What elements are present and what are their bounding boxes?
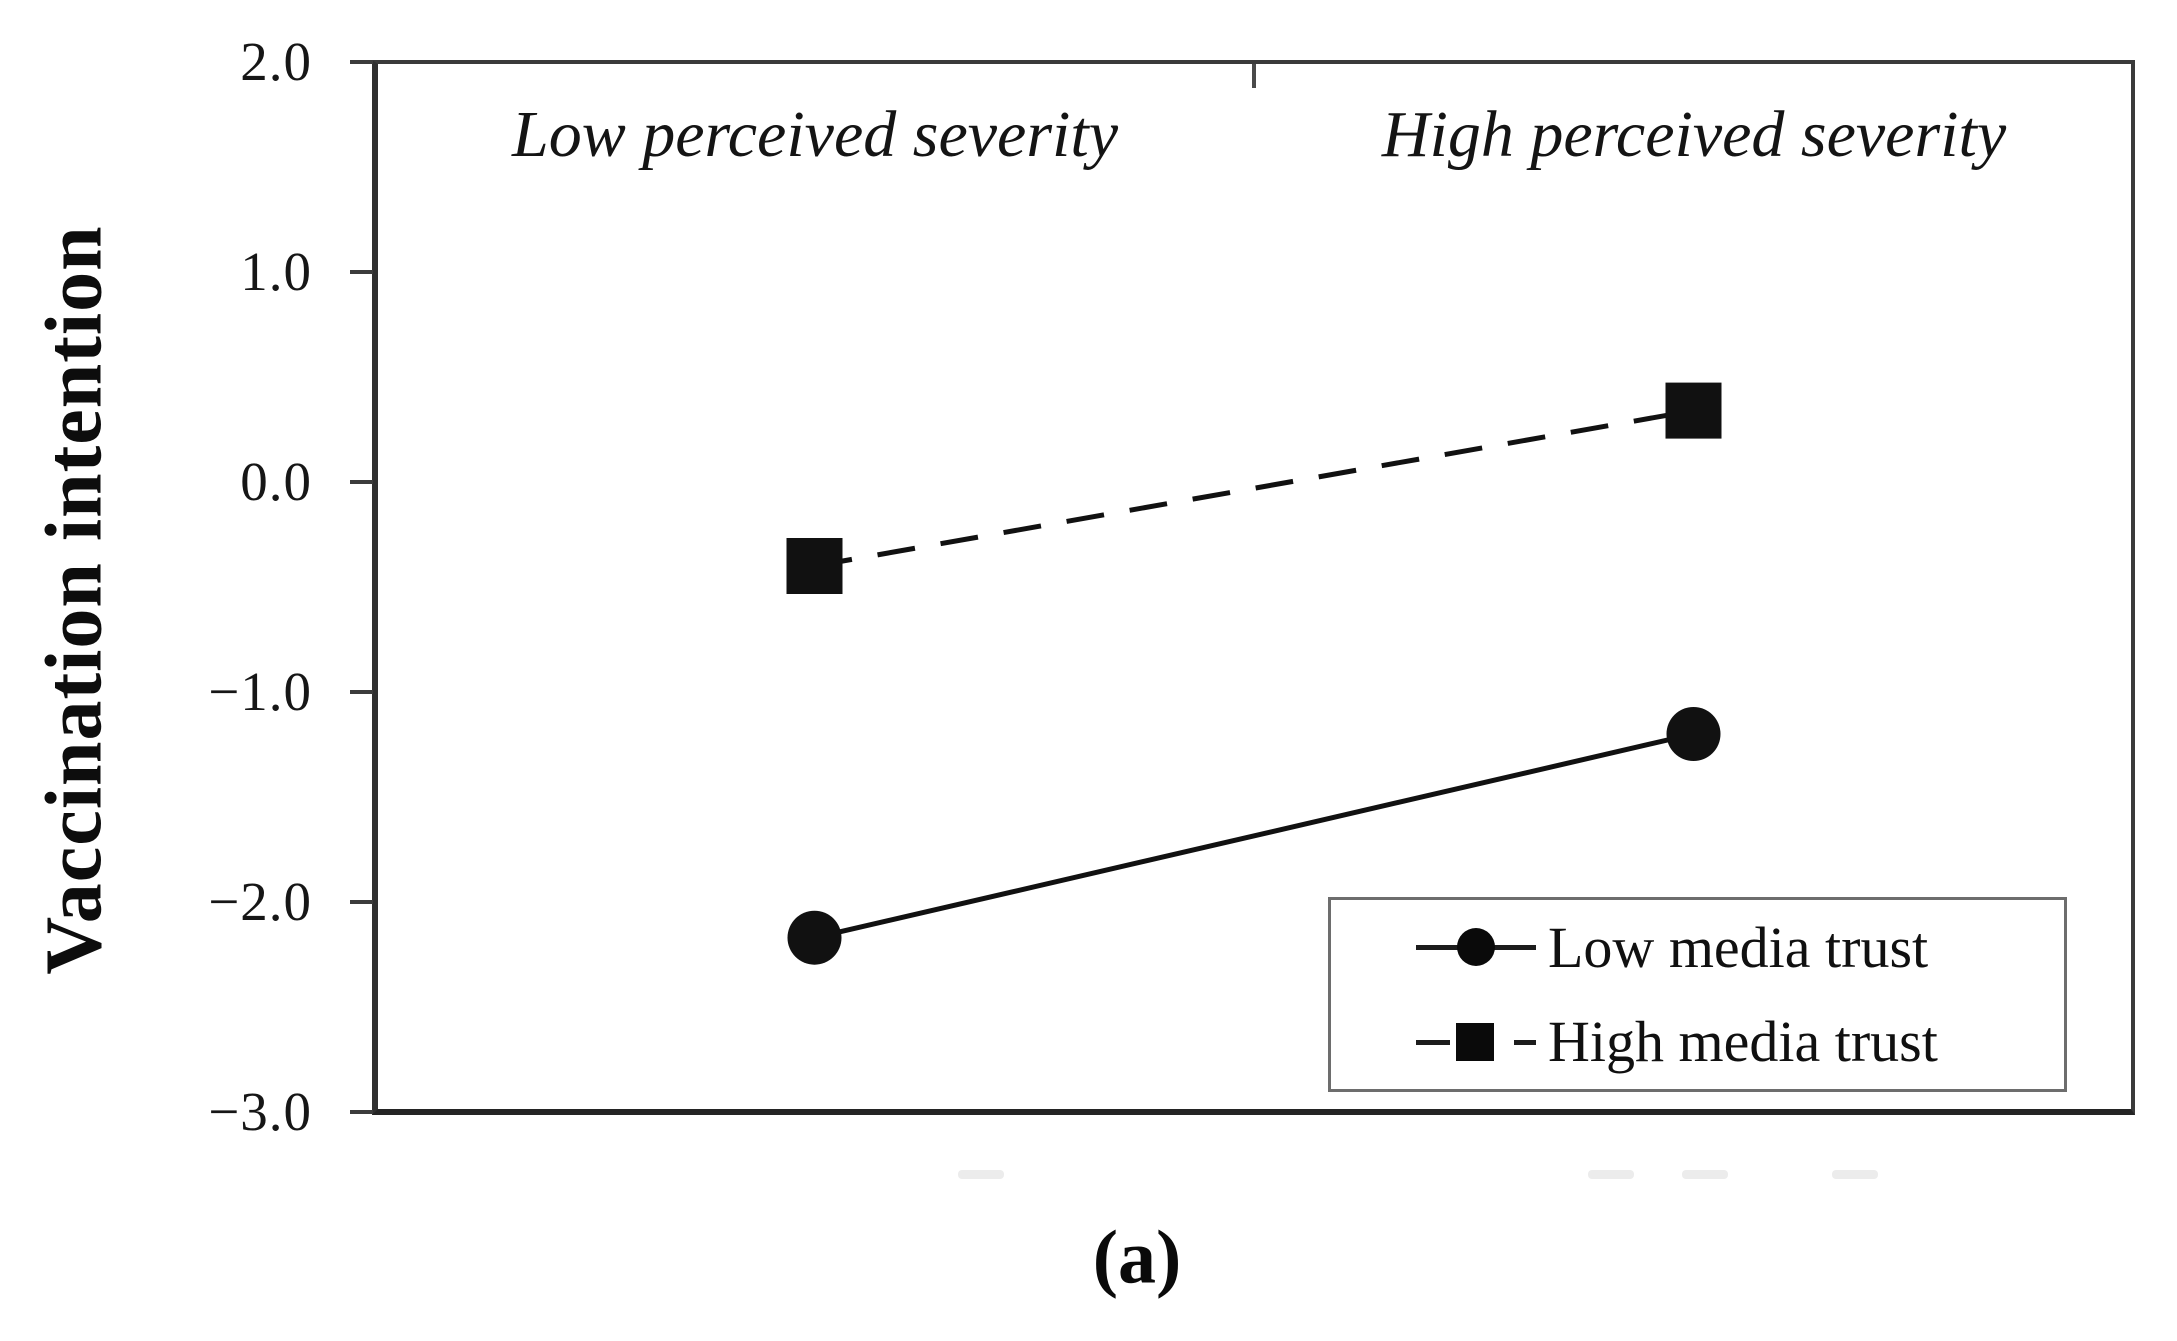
legend-row-high-media-trust: High media trust: [1331, 995, 2064, 1090]
y-tick-label: 2.0: [240, 31, 312, 92]
category-label-high-severity: High perceived severity: [1381, 98, 2007, 171]
y-tick-mark: [350, 690, 373, 694]
y-tick-label: −2.0: [208, 871, 312, 932]
legend: Low media trust High media trust: [1328, 897, 2067, 1092]
cropped-label-artifact: [1682, 1170, 1728, 1179]
y-tick-label: −3.0: [208, 1081, 312, 1142]
top-axis-center-tick: [1252, 64, 1256, 88]
dashed-line-square-marker-icon: [1416, 1020, 1536, 1064]
cropped-label-artifact: [1588, 1170, 1634, 1179]
cropped-label-artifact: [958, 1170, 1004, 1179]
legend-label-low-media-trust: Low media trust: [1548, 914, 1929, 980]
y-tick-mark: [350, 480, 373, 484]
solid-line-circle-marker-icon: [1416, 925, 1536, 969]
category-label-low-severity: Low perceived severity: [512, 98, 1118, 171]
y-tick-mark: [350, 270, 373, 274]
y-tick-mark: [350, 900, 373, 904]
y-tick-label: 1.0: [240, 241, 312, 302]
y-tick-mark: [350, 1110, 373, 1114]
legend-row-low-media-trust: Low media trust: [1331, 900, 2064, 995]
y-tick-label: 0.0: [240, 451, 312, 512]
cropped-label-artifact: [1832, 1170, 1878, 1179]
legend-label-high-media-trust: High media trust: [1548, 1009, 1938, 1075]
y-tick-label: −1.0: [208, 661, 312, 722]
y-axis-title: Vaccination intention: [30, 225, 119, 975]
y-tick-mark: [350, 60, 373, 64]
figure-caption: (a): [1092, 1215, 1182, 1300]
